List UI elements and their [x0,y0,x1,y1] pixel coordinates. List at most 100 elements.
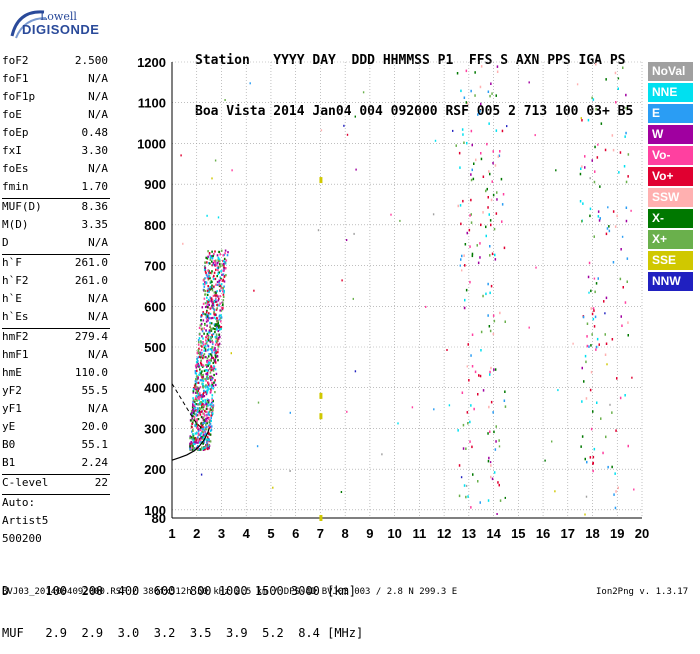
trace-point [202,434,205,437]
param-row: yE 20.0 [2,420,110,438]
noise-point [471,254,474,258]
noise-point [353,232,355,235]
trace-point [212,356,215,360]
noise-point [477,113,479,116]
noise-point [489,219,492,222]
trace-point [206,261,208,264]
trace-point [218,280,221,283]
trace-point [217,272,219,276]
trace-point [202,343,205,346]
noise-point [609,403,611,406]
trace-point [211,298,214,301]
trace-point [189,445,191,448]
trace-point [211,284,213,287]
noise-point [470,89,472,93]
trace-point [203,419,206,422]
x-tick-label: 17 [561,526,575,541]
trace-point [216,307,218,310]
noise-point [490,82,492,85]
trace-point [204,344,206,347]
trace-point [218,325,220,328]
trace-point [206,417,209,420]
noise-point [622,286,624,289]
trace-point [195,425,197,428]
trace-point [212,399,214,402]
trace-point [211,381,213,384]
trace-point [211,349,213,352]
noise-point [472,177,475,181]
trace-point [192,397,194,400]
trace-point [195,413,198,416]
trace-point [217,259,219,262]
trace-point [207,335,210,338]
noise-point [467,495,469,498]
noise-point [586,322,589,325]
param-name: foEp [2,126,29,139]
noise-point [494,368,497,371]
noise-point [588,291,590,294]
trace-point [222,293,225,296]
noise-point [464,243,467,246]
trace-point [203,289,206,292]
trace-point [213,274,215,277]
param-row: hmE 110.0 [2,366,110,384]
trace-point [197,360,199,363]
trace-point [211,339,213,342]
trace-point [189,437,191,440]
trace-point [207,417,210,420]
noise-point [476,244,478,247]
trace-point [197,447,199,450]
trace-point [196,358,198,361]
trace-point [197,407,199,410]
digisonde-logo: Lowell DIGISONDE [8,4,128,44]
trace-point [205,329,207,332]
trace-point [213,313,215,316]
trace-point [197,448,199,451]
noise-point [482,175,485,178]
trace-point [223,260,225,263]
trace-point [201,370,203,373]
trace-point [216,283,219,286]
noise-point [473,407,475,411]
trace-point [204,270,207,273]
trace-point [223,269,225,272]
trace-point [203,268,206,271]
trace-point [206,332,209,336]
processing-info: Auto: [2,496,36,509]
trace-point [213,253,215,256]
x-tick-label: 6 [292,526,299,541]
trace-point [213,365,215,368]
noise-point [217,216,220,219]
trace-point [200,341,202,344]
param-value: 261.0 [74,274,108,287]
trace-point [208,262,210,265]
trace-point [194,370,197,373]
trace-point [216,326,218,329]
trace-point [209,325,211,328]
noise-point [180,154,182,157]
trace-point [202,392,204,396]
noise-point [480,330,483,334]
noise-point [617,77,620,80]
trace-point [204,421,206,424]
trace-point [214,324,216,327]
trace-point [220,309,223,312]
trace-point [202,422,204,425]
noise-point [470,129,473,133]
noise-point [493,319,496,323]
trace-point [193,413,196,416]
noise-point [590,307,592,310]
trace-point [220,287,223,290]
noise-point [631,376,633,379]
noise-point [592,455,595,459]
trace-point [206,377,208,380]
param-row: B1 2.24 [2,456,110,474]
trace-point [204,342,207,345]
noise-point [595,63,597,66]
trace-point [222,273,225,276]
noise-point [625,131,627,135]
noise-point [471,333,474,336]
trace-point [208,270,210,273]
trace-point [217,299,220,302]
noise-point [590,370,593,374]
